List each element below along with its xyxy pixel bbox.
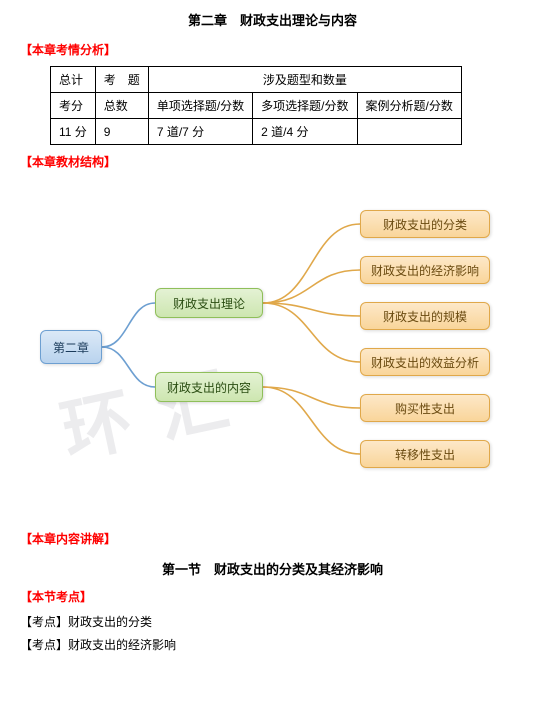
table-cell: 考 题: [95, 67, 148, 93]
exam-table: 总计 考 题 涉及题型和数量 考分 总数 单项选择题/分数 多项选择题/分数 案…: [50, 66, 462, 145]
diagram-node: 财政支出的经济影响: [360, 256, 490, 284]
section1-title: 第一节 财政支出的分类及其经济影响: [20, 559, 525, 578]
table-cell: 总数: [95, 93, 148, 119]
keypoints-heading: 【本节考点】: [20, 588, 525, 605]
table-cell: 涉及题型和数量: [148, 67, 461, 93]
table-cell: 多项选择题/分数: [253, 93, 357, 119]
exam-analysis-heading: 【本章考情分析】: [20, 41, 525, 58]
table-cell: 7 道/7 分: [148, 119, 252, 145]
keypoint-line: 【考点】财政支出的分类: [20, 613, 525, 630]
diagram-node: 财政支出的效益分析: [360, 348, 490, 376]
diagram-node: 财政支出的规模: [360, 302, 490, 330]
table-cell: 单项选择题/分数: [148, 93, 252, 119]
content-heading: 【本章内容讲解】: [20, 530, 525, 547]
structure-diagram: 第二章 财政支出理论财政支出的内容 财政支出的分类财政支出的经济影响财政支出的规模财…: [20, 180, 525, 500]
table-row: 总计 考 题 涉及题型和数量: [51, 67, 462, 93]
diagram-node: 转移性支出: [360, 440, 490, 468]
diagram-node: 购买性支出: [360, 394, 490, 422]
table-cell: 2 道/4 分: [253, 119, 357, 145]
table-row: 考分 总数 单项选择题/分数 多项选择题/分数 案例分析题/分数: [51, 93, 462, 119]
table-cell: 案例分析题/分数: [357, 93, 461, 119]
chapter-title: 第二章 财政支出理论与内容: [20, 10, 525, 29]
diagram-node: 财政支出的分类: [360, 210, 490, 238]
table-cell: 总计: [51, 67, 96, 93]
keypoint-line: 【考点】财政支出的经济影响: [20, 636, 525, 653]
diagram-node: 第二章: [40, 330, 102, 364]
table-cell: 11 分: [51, 119, 96, 145]
structure-heading: 【本章教材结构】: [20, 153, 525, 170]
table-cell: 9: [95, 119, 148, 145]
table-cell: 考分: [51, 93, 96, 119]
table-row: 11 分 9 7 道/7 分 2 道/4 分: [51, 119, 462, 145]
page-content: 第二章 财政支出理论与内容 【本章考情分析】 总计 考 题 涉及题型和数量 考分…: [20, 10, 525, 653]
diagram-node: 财政支出理论: [155, 288, 263, 318]
table-cell: [357, 119, 461, 145]
diagram-node: 财政支出的内容: [155, 372, 263, 402]
